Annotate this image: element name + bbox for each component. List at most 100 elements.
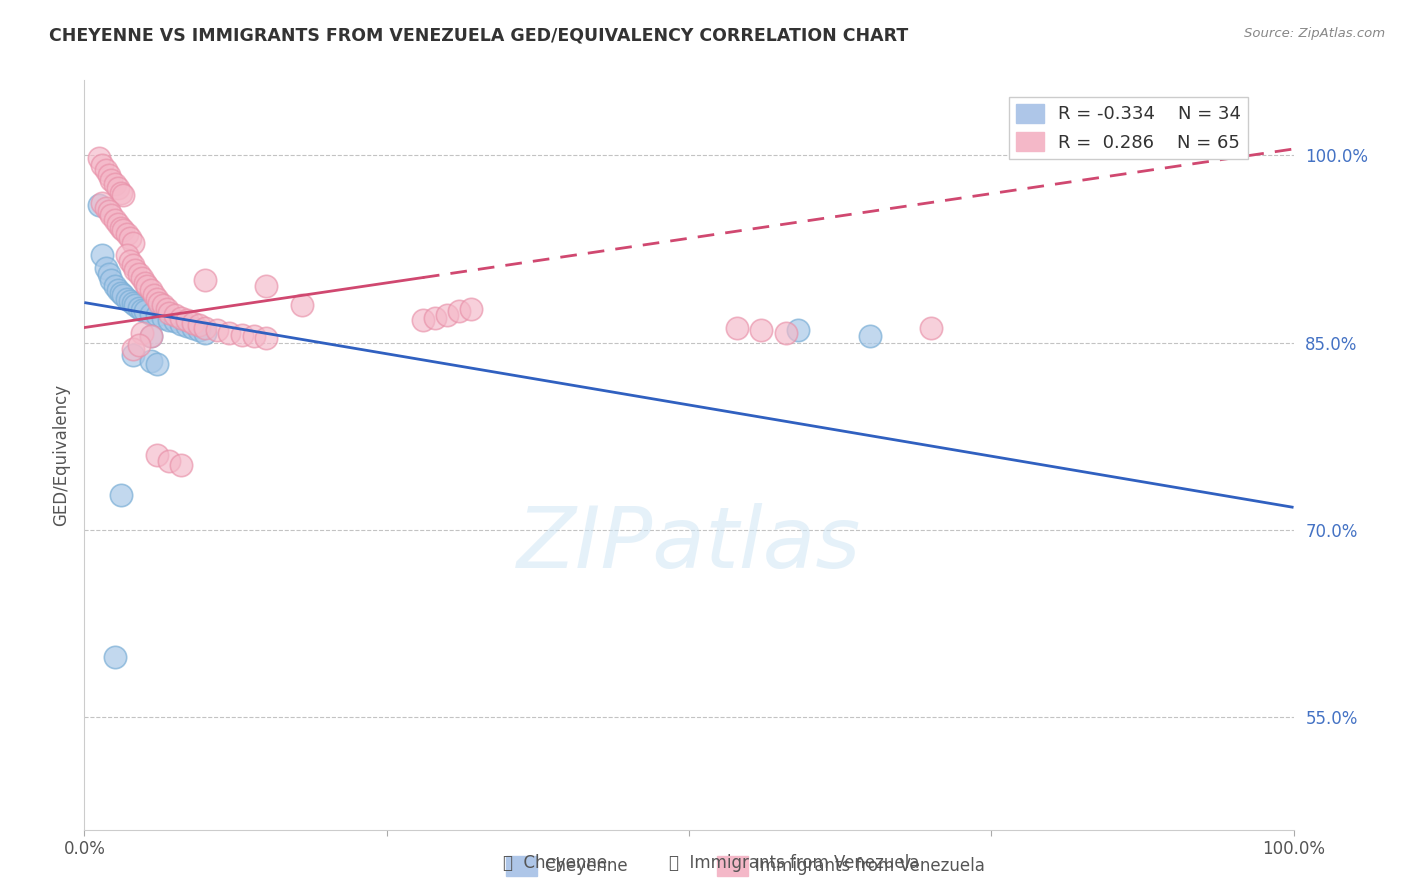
Text: ZIPatlas: ZIPatlas (517, 503, 860, 586)
Point (131, 326, 153, 340)
Point (460, 301, 482, 316)
Point (136, 279, 159, 293)
Point (165, 314, 187, 328)
Point (449, 304, 471, 318)
Point (139, 307, 162, 321)
Point (115, 248, 138, 262)
Point (112, 288, 135, 302)
Point (231, 328, 253, 343)
Point (94, 260, 117, 275)
Point (194, 326, 217, 340)
Point (107, 180, 129, 194)
Point (170, 310, 193, 325)
Point (97, 267, 120, 281)
Point (110, 488, 132, 502)
Point (242, 329, 264, 343)
Point (152, 310, 174, 325)
Point (181, 320, 204, 334)
Point (87, 151, 110, 165)
Point (128, 301, 150, 315)
Text: Immigrants from Venezuela: Immigrants from Venezuela (755, 857, 984, 875)
Point (128, 267, 150, 281)
Point (436, 308, 458, 322)
FancyBboxPatch shape (717, 856, 748, 876)
Point (412, 313, 434, 327)
Point (254, 279, 277, 293)
Point (110, 186, 132, 200)
Point (121, 295, 143, 310)
Point (207, 323, 229, 337)
Text: ⬜  Immigrants from Venezuela: ⬜ Immigrants from Venezuela (669, 855, 920, 872)
Point (146, 292, 169, 306)
Point (104, 177, 127, 191)
Point (165, 308, 187, 322)
Point (751, 323, 773, 337)
Point (920, 320, 942, 334)
Point (775, 326, 797, 340)
Legend: R = -0.334    N = 34, R =  0.286    N = 65: R = -0.334 N = 34, R = 0.286 N = 65 (1010, 97, 1249, 159)
Point (254, 330, 277, 344)
Point (148, 295, 170, 310)
Point (107, 283, 129, 297)
Point (104, 650, 127, 665)
Point (121, 235, 143, 250)
Point (120, 294, 142, 309)
Point (194, 273, 217, 287)
Point (121, 258, 143, 272)
Point (100, 208, 122, 222)
Point (94, 163, 117, 178)
Point (139, 354, 162, 368)
Point (100, 273, 122, 287)
Point (194, 320, 217, 334)
Point (112, 188, 135, 202)
Point (115, 227, 138, 241)
Point (139, 329, 162, 343)
Point (188, 318, 211, 332)
Point (120, 254, 142, 268)
Point (91, 195, 114, 210)
Point (218, 326, 240, 340)
Point (152, 298, 174, 312)
Point (94, 201, 117, 215)
Point (146, 357, 169, 371)
Point (104, 213, 127, 227)
Point (188, 323, 211, 337)
Text: CHEYENNE VS IMMIGRANTS FROM VENEZUELA GED/EQUIVALENCY CORRELATION CHART: CHEYENNE VS IMMIGRANTS FROM VENEZUELA GE… (49, 27, 908, 45)
Point (110, 220, 132, 235)
Point (176, 313, 198, 327)
Point (170, 458, 193, 472)
Point (87, 198, 110, 212)
Point (134, 276, 156, 290)
Point (115, 292, 138, 306)
Point (176, 319, 198, 334)
Point (157, 313, 180, 327)
Text: ⬜  Cheyenne: ⬜ Cheyenne (503, 855, 607, 872)
Point (170, 317, 193, 331)
Text: Cheyenne: Cheyenne (544, 857, 627, 875)
Point (131, 303, 153, 318)
Point (157, 305, 180, 319)
Point (423, 310, 446, 325)
Point (100, 173, 122, 187)
Point (91, 158, 114, 172)
Point (139, 283, 162, 297)
Point (157, 454, 180, 468)
Y-axis label: GED/Equivalency: GED/Equivalency (52, 384, 70, 526)
Point (107, 217, 129, 231)
Point (124, 298, 146, 312)
Point (124, 263, 146, 277)
Text: Source: ZipAtlas.com: Source: ZipAtlas.com (1244, 27, 1385, 40)
Point (146, 308, 169, 322)
Point (97, 204, 120, 219)
Point (97, 168, 120, 182)
Point (131, 270, 153, 285)
Point (859, 329, 882, 343)
Point (121, 342, 143, 356)
Point (104, 279, 127, 293)
Point (128, 338, 150, 352)
Point (155, 301, 177, 316)
FancyBboxPatch shape (506, 856, 537, 876)
Point (725, 320, 748, 334)
Point (181, 316, 204, 330)
Point (91, 248, 114, 262)
